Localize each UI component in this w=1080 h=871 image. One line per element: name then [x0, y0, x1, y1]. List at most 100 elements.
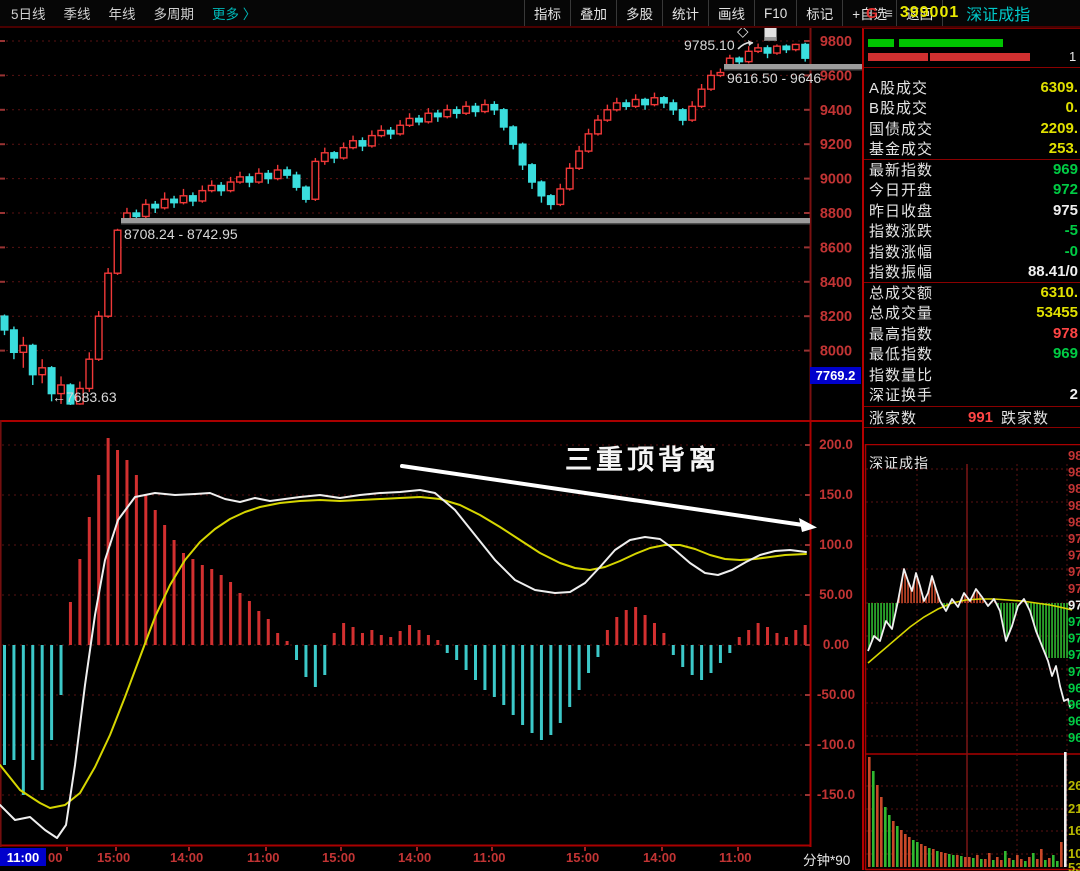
divider — [864, 427, 1080, 428]
toolbar-item-8[interactable]: 返回 — [897, 0, 944, 26]
time-tick — [66, 847, 68, 851]
stat-label: 最低指数 — [869, 346, 934, 364]
mini-minute-bars — [868, 572, 1068, 658]
svg-text:21: 21 — [1068, 801, 1080, 816]
stat-label: 指数振幅 — [869, 264, 934, 282]
menu-item-4[interactable]: 更多 〉 — [212, 7, 257, 22]
svg-text:97: 97 — [1068, 581, 1080, 596]
time-tick — [737, 847, 739, 851]
stat-value: 6310. — [1040, 283, 1078, 301]
svg-text:96: 96 — [1068, 730, 1080, 745]
green-strength-bar-0 — [868, 39, 894, 47]
toolbar-item-3[interactable]: 统计 — [663, 0, 709, 26]
low-price-annotation: ←7683.63 — [52, 389, 117, 405]
menu-item-3[interactable]: 多周期 — [153, 7, 195, 22]
time-label-8: 15:00 — [566, 850, 600, 865]
stat-row-12: 最高指数 978 — [864, 323, 1080, 344]
toolbar-item-7[interactable]: +自选 — [843, 0, 898, 26]
stat-label: 最高指数 — [869, 325, 934, 343]
svg-text:53: 53 — [1068, 860, 1080, 871]
macd-axis-labels: 200.0 150.0 100.0 50.00 0.00 -50.00 -100.0 -150… — [817, 437, 855, 802]
time-tick — [584, 847, 586, 851]
stat-label: 深证换手 — [869, 387, 934, 405]
toolbar-item-6[interactable]: 标记 — [797, 0, 844, 26]
toolbar-item-2[interactable]: 多股 — [617, 0, 663, 26]
divider — [864, 282, 1080, 283]
svg-text:10: 10 — [1068, 846, 1080, 861]
menu-item-0[interactable]: 5日线 — [11, 7, 46, 22]
stat-row-8: 指数涨幅 -0 — [864, 241, 1080, 262]
stat-value: 2209. — [1040, 119, 1078, 137]
stat-value: 88.41/0 — [1027, 263, 1078, 281]
time-tick — [340, 847, 342, 851]
candlestick-chart[interactable]: 9800 9600 9400 9200 9000 8800 8600 8400 8200 8000 — [0, 28, 862, 420]
strength-value: 1 — [1069, 49, 1077, 64]
svg-text:50.00: 50.00 — [819, 587, 853, 602]
time-label-2: 15:00 — [97, 850, 131, 865]
stat-value: -5 — [1064, 222, 1078, 240]
advancers-label: 涨家数 — [869, 410, 918, 427]
stat-row-3: 基金成交 253. — [864, 139, 1080, 160]
toolbar-item-4[interactable]: 画线 — [709, 0, 755, 26]
stat-value: 53455 — [1036, 304, 1078, 322]
svg-text:150.0: 150.0 — [819, 487, 853, 502]
time-label-7: 11:00 — [473, 850, 506, 865]
top-menu-bar: 5日线 季线 年线 多周期 更多 〉 指标 叠加 多股 统计 画线 F10 标记 +自选 返回 G ≡ … — [0, 0, 1080, 28]
gap-annotation-lower: 8708.24 - 8742.95 — [124, 226, 238, 242]
time-label-4: 11:00 — [247, 850, 280, 865]
menu-item-2[interactable]: 年线 — [108, 7, 136, 22]
stat-row-5: 今日开盘 972 — [864, 180, 1080, 201]
stat-value: 969 — [1052, 160, 1078, 178]
stat-label: 基金成交 — [869, 141, 934, 159]
advancers-count: 991 — [967, 409, 994, 426]
red-strength-bar-0 — [868, 53, 928, 61]
time-tick — [661, 847, 663, 851]
mini-volume-bars — [868, 752, 1067, 867]
toolbar-item-5[interactable]: F10 — [755, 0, 798, 26]
svg-text:-100.0: -100.0 — [817, 737, 855, 752]
toolbar-item-1[interactable]: 叠加 — [571, 0, 617, 26]
stat-value: 253. — [1048, 140, 1078, 158]
svg-text:9800: 9800 — [820, 34, 852, 50]
period-unit-label: 分钟*90 — [803, 853, 851, 868]
stat-label: 指数涨幅 — [869, 243, 934, 261]
diamond-icon[interactable]: ◇ — [737, 23, 749, 40]
candlestick-series — [0, 42, 810, 406]
divider — [864, 159, 1080, 160]
menu-item-1[interactable]: 季线 — [63, 7, 91, 22]
stat-label: 总成交额 — [869, 284, 934, 302]
svg-text:-50.00: -50.00 — [817, 687, 855, 702]
current-value-badge: 7769.2 — [810, 367, 861, 384]
green-strength-bar-1 — [899, 39, 1003, 47]
svg-text:9400: 9400 — [820, 103, 852, 119]
stat-row-10: 总成交额 6310. — [864, 282, 1080, 303]
intraday-mini-chart[interactable]: 9898989898979797979797979797969696962621… — [864, 444, 1080, 871]
macd-panel[interactable]: 200.0 150.0 100.0 50.00 0.00 -50.00 -100.0 -150… — [0, 420, 862, 847]
time-label-10: 11:00 — [719, 850, 752, 865]
stat-value: -0 — [1064, 242, 1078, 260]
svg-text:97: 97 — [1068, 548, 1080, 563]
stat-row-0: A股成交 6309. — [864, 77, 1080, 98]
time-tick — [188, 847, 190, 851]
hamburger-menu-icon[interactable]: ≡ — [884, 5, 893, 21]
stat-row-1: B股成交 0. — [864, 98, 1080, 119]
svg-text:97: 97 — [1068, 531, 1080, 546]
stock-code[interactable]: 399001 — [899, 4, 960, 21]
svg-text:97: 97 — [1068, 631, 1080, 646]
stat-row-4: 最新指数 969 — [864, 159, 1080, 180]
stat-value: 978 — [1052, 324, 1078, 342]
svg-text:96: 96 — [1068, 714, 1080, 729]
toolbar-item-0[interactable]: 指标 — [524, 0, 571, 26]
time-label-6: 14:00 — [398, 850, 432, 865]
stat-row-9: 指数振幅 88.41/0 — [864, 262, 1080, 283]
high-price-annotation: 9785.10 — [684, 37, 735, 53]
toolbar-menu: 指标 叠加 多股 统计 画线 F10 标记 +自选 返回 — [524, 0, 944, 26]
stock-name[interactable]: 深证成指 — [966, 7, 1031, 24]
svg-text:97: 97 — [1068, 647, 1080, 662]
divergence-arrow — [400, 464, 817, 532]
stat-row-14: 指数量比 — [864, 364, 1080, 385]
time-tick — [416, 847, 418, 851]
stat-value: 969 — [1052, 345, 1078, 363]
stat-row-15: 深证换手 2 — [864, 385, 1080, 406]
time-label-0: 11:00 — [0, 848, 46, 866]
